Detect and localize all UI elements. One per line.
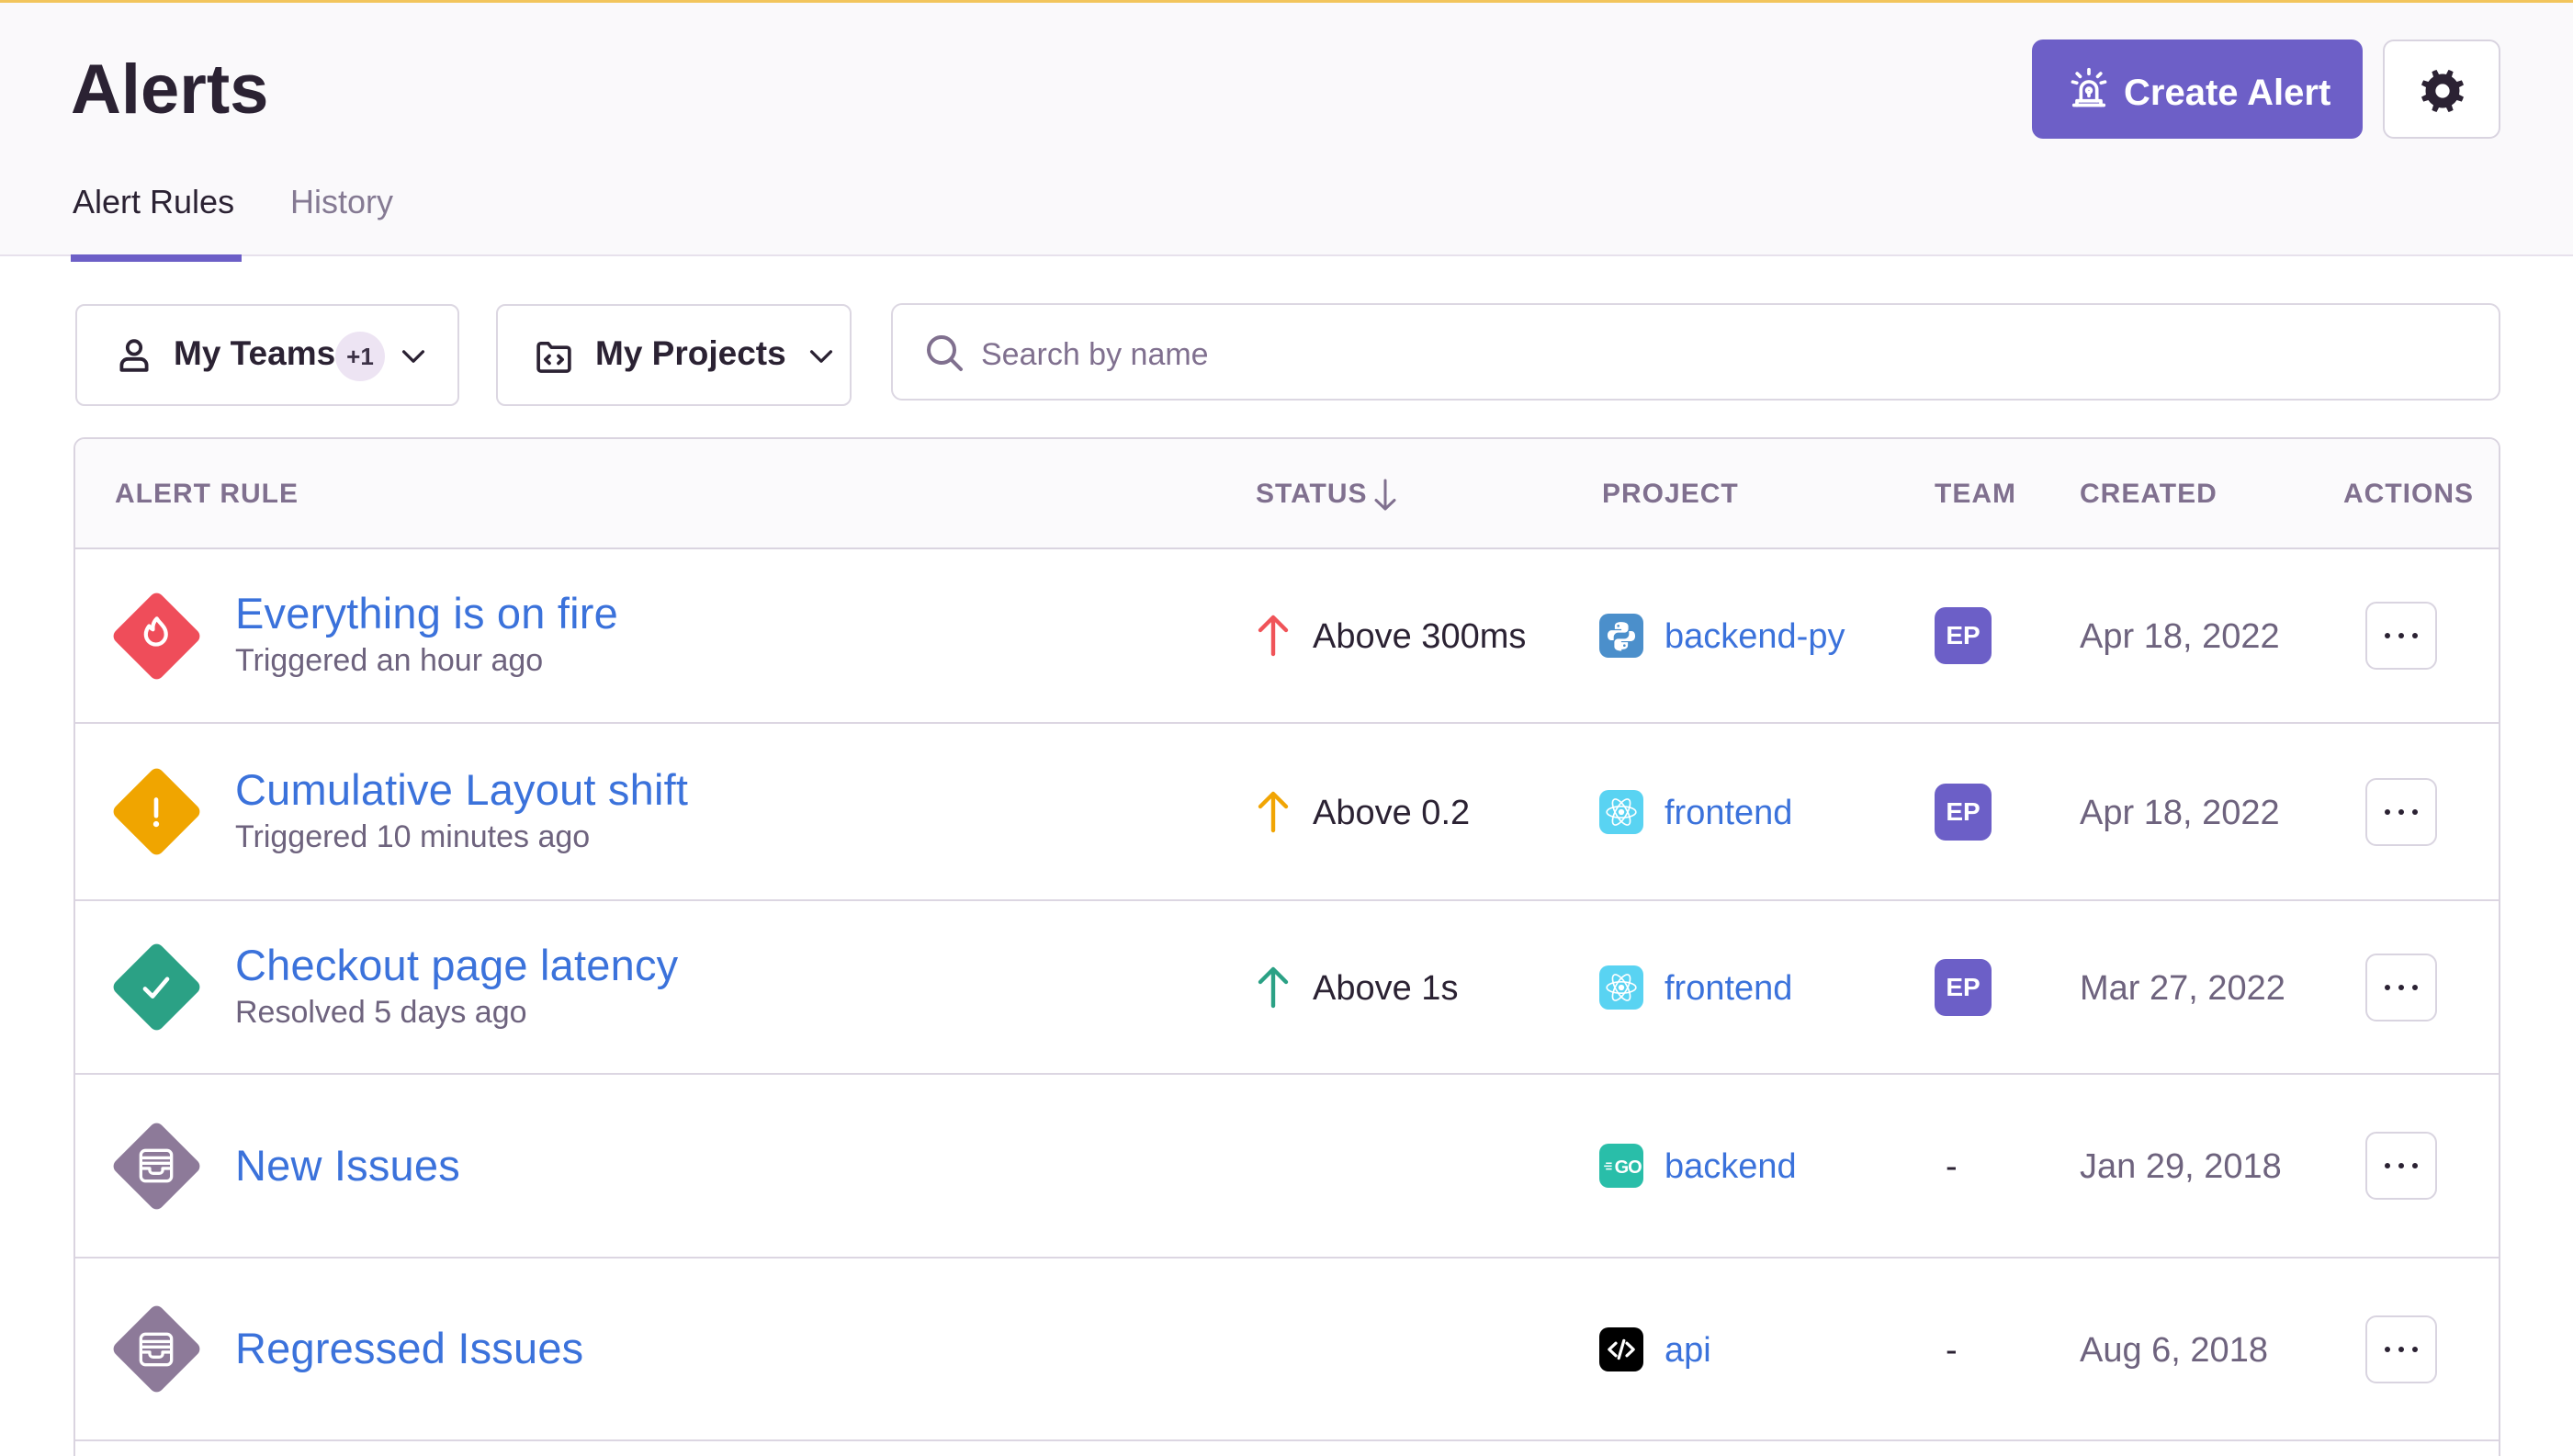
svg-text:GO: GO [1615, 1157, 1642, 1178]
